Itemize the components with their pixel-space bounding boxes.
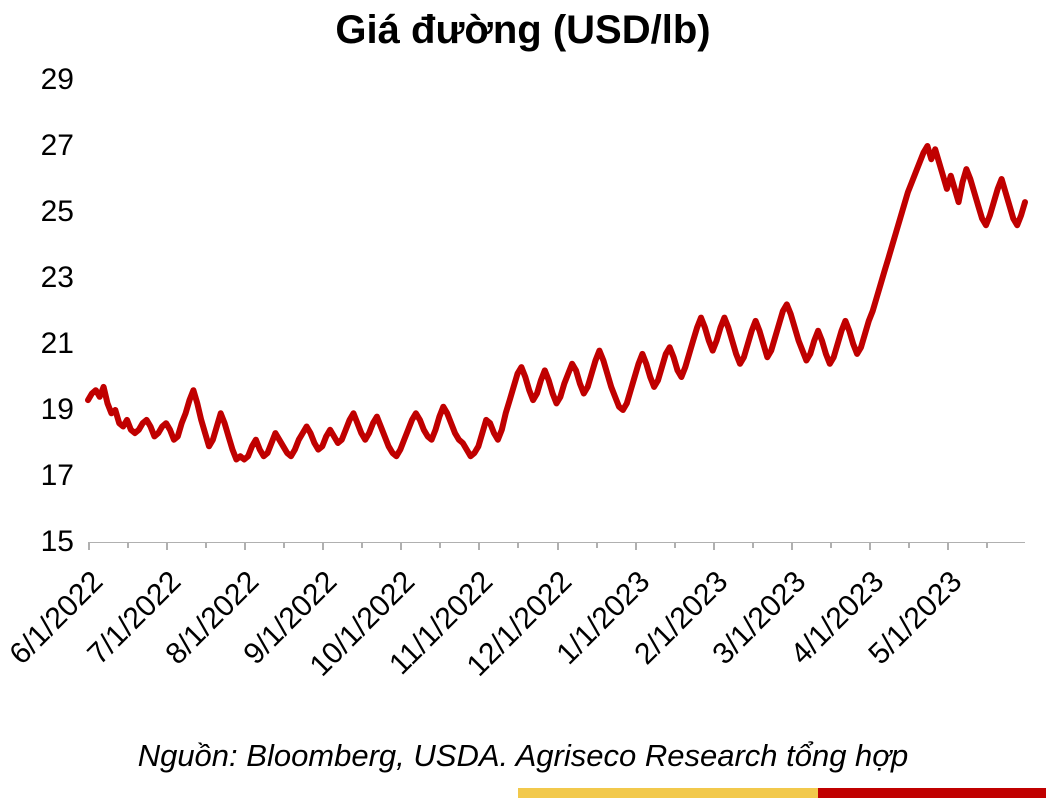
y-axis-tick-label: 15 — [41, 525, 74, 559]
y-axis-tick-label: 29 — [41, 63, 74, 97]
footer-accent-bar-right — [818, 788, 1046, 798]
y-axis-tick-label: 17 — [41, 459, 74, 493]
x-axis-tick — [244, 542, 246, 550]
sugar-price-chart-root: { "chart": { "type": "line", "title": "G… — [0, 0, 1046, 798]
x-axis-tick — [713, 542, 715, 550]
x-axis-tick — [947, 542, 949, 550]
y-axis-tick-label: 27 — [41, 129, 74, 163]
x-axis-tick — [791, 542, 793, 550]
y-axis-tick-label: 19 — [41, 393, 74, 427]
y-axis-tick-label: 21 — [41, 327, 74, 361]
x-axis-tick — [557, 542, 559, 550]
x-axis-tick — [635, 542, 637, 550]
x-axis-tick — [400, 542, 402, 550]
y-axis-tick-label: 25 — [41, 195, 74, 229]
x-axis-tick — [166, 542, 168, 550]
footer-accent-bar-left — [518, 788, 818, 798]
y-axis-tick-label: 23 — [41, 261, 74, 295]
chart-title: Giá đường (USD/lb) — [0, 8, 1046, 53]
x-axis-baseline — [88, 542, 1025, 543]
plot-area: 15171921232527296/1/20227/1/20228/1/2022… — [88, 80, 1025, 542]
price-line-svg — [88, 80, 1025, 542]
x-axis-tick — [478, 542, 480, 550]
x-axis-tick — [322, 542, 324, 550]
price-line — [88, 146, 1025, 460]
x-axis-tick — [88, 542, 90, 550]
x-axis-tick — [869, 542, 871, 550]
chart-source-text: Nguồn: Bloomberg, USDA. Agriseco Researc… — [0, 738, 1046, 774]
